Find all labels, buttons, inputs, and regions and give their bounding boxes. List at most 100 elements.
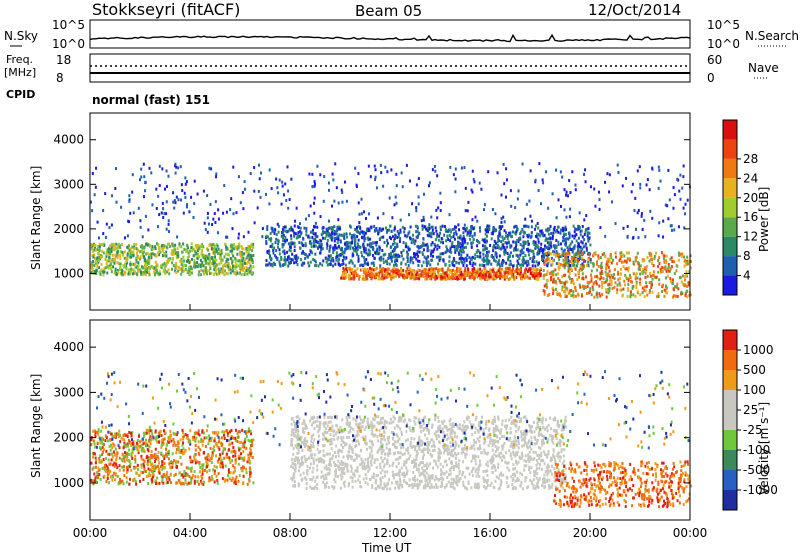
velocity-pixel [172, 437, 175, 441]
power-pixel [637, 267, 640, 271]
power-pixel [385, 274, 388, 278]
power-pixel [572, 247, 575, 251]
power-pixel [314, 260, 317, 264]
power-pixel [598, 198, 601, 202]
power-pixel [259, 195, 262, 199]
power-pixel [299, 226, 302, 230]
power-pixel [130, 267, 133, 271]
power-pixel [343, 268, 346, 272]
power-pixel [412, 233, 415, 237]
power-pixel [316, 225, 319, 229]
velocity-pixel [137, 467, 140, 471]
power-pixel [604, 234, 607, 238]
power-pixel [438, 234, 441, 238]
power-pixel [608, 260, 611, 264]
power-pixel [337, 235, 340, 239]
velocity-pixel [198, 460, 201, 464]
power-pixel [324, 231, 327, 235]
velocity-pixel [107, 439, 110, 443]
power-pixel [252, 242, 255, 246]
power-pixel [144, 180, 147, 184]
power-pixel [237, 175, 240, 179]
velocity-pixel [167, 476, 170, 480]
power-pixel [174, 265, 177, 269]
power-pixel [559, 281, 562, 285]
power-pixel [468, 260, 471, 264]
power-pixel [304, 242, 307, 246]
power-pixel [100, 255, 103, 259]
power-pixel [144, 273, 147, 277]
velocity-pixel [198, 453, 201, 457]
power-pixel [354, 249, 357, 253]
power-pixel [506, 274, 509, 278]
power-pixel [314, 252, 317, 256]
power-pixel [664, 290, 667, 294]
nsky-tick-bottom: 10^0 [52, 37, 85, 51]
power-pixel [226, 235, 229, 239]
power-pixel [203, 269, 206, 273]
power-pixel [491, 275, 494, 279]
power-pixel [472, 238, 475, 242]
velocity-pixel [219, 462, 222, 466]
power-pixel [175, 270, 178, 274]
power-pixel [394, 253, 397, 257]
power-pixel [619, 276, 622, 280]
velocity-pixel [126, 442, 129, 446]
power-pixel [514, 224, 517, 228]
power-pixel [463, 237, 466, 241]
velocity-pixel [106, 477, 109, 481]
power-pixel [391, 242, 394, 246]
power-pixel [447, 268, 450, 272]
power-pixel [658, 168, 661, 172]
power-pixel [248, 266, 251, 270]
power-pixel [686, 255, 689, 259]
power-pixel [679, 173, 682, 177]
power-pixel [524, 224, 527, 228]
power-pixel [161, 201, 164, 205]
power-pixel [509, 259, 512, 263]
power-pixel [584, 244, 587, 248]
power-pixel [99, 272, 102, 276]
velocity-pixel [174, 443, 177, 447]
velocity-pixel [175, 451, 178, 455]
power-pixel [555, 273, 558, 277]
power-pixel [370, 267, 373, 271]
velocity-pixel [234, 438, 237, 442]
velocity-pixel [217, 472, 220, 476]
velocity-pixel [125, 476, 128, 480]
power-pixel [461, 273, 464, 277]
power-pixel [663, 294, 666, 298]
power-pixel [352, 246, 355, 250]
power-pixel [219, 253, 222, 257]
power-pixel [684, 212, 687, 216]
power-pixel [689, 259, 692, 263]
power-pixel [295, 254, 298, 258]
power-pixel [161, 249, 164, 253]
power-pixel [537, 189, 540, 193]
power-pixel [331, 228, 334, 232]
power-pixel [139, 219, 142, 223]
power-pixel [288, 254, 291, 258]
power-pixel [227, 252, 230, 256]
velocity-pixel [249, 452, 252, 456]
power-pixel [439, 228, 442, 232]
power-pixel [509, 231, 512, 235]
power-pixel [479, 277, 482, 281]
power-pixel [95, 258, 98, 262]
velocity-pixel [174, 472, 177, 476]
velocity-pixel [252, 438, 255, 442]
power-pixel [575, 239, 578, 243]
power-pixel [186, 256, 189, 260]
power-pixel [418, 250, 421, 254]
power-pixel [390, 269, 393, 273]
power-pixel [520, 251, 523, 255]
power-pixel [188, 254, 191, 258]
power-pixel [140, 167, 143, 171]
power-pixel [559, 255, 562, 259]
power-pixel [100, 243, 103, 247]
power-pixel [564, 280, 567, 284]
power-pixel [451, 273, 454, 277]
power-pixel [186, 269, 189, 273]
velocity-pixel [111, 478, 114, 482]
power-pixel [390, 168, 393, 172]
